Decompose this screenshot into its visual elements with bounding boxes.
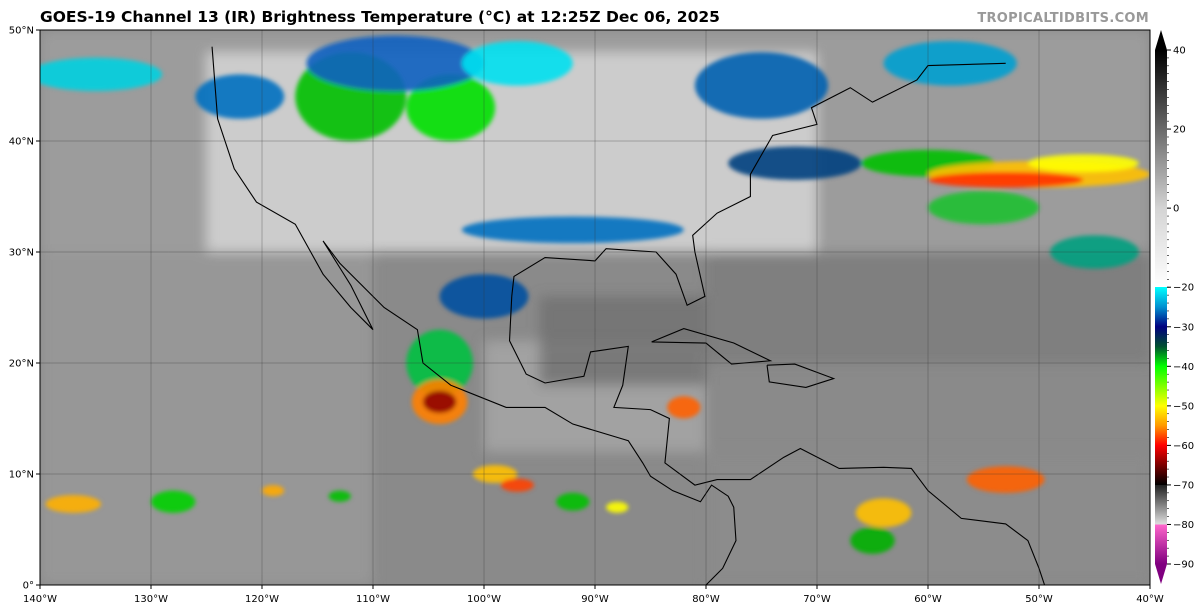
lat-tick-label: 50°N (9, 26, 34, 37)
lon-tick-label: 140°W (23, 594, 57, 605)
lon-tick-label: 80°W (692, 594, 720, 605)
coastline (766, 363, 836, 388)
lat-tick-label: 40°N (9, 137, 34, 148)
lon-tick-label: 50°W (1025, 594, 1053, 605)
cloud-cluster (262, 485, 285, 497)
cloud-cluster (883, 41, 1017, 86)
map-title: GOES-19 Channel 13 (IR) Brightness Tempe… (40, 8, 720, 26)
cloud-cluster (195, 74, 285, 119)
colorbar-tick-label: −90 (1173, 560, 1194, 571)
cloud-cluster (500, 478, 534, 492)
lat-tick-label: 10°N (9, 470, 34, 481)
cloud-cluster (461, 216, 684, 244)
cloud-cluster (1027, 154, 1139, 173)
coastline (211, 46, 737, 585)
colorbar-tick-label: −40 (1173, 362, 1194, 373)
colorbar-tick-label: −80 (1173, 520, 1194, 531)
colorbar-tick-label: −30 (1173, 322, 1194, 333)
colorbar-tick-label: −50 (1173, 401, 1194, 412)
cloud-cluster (606, 501, 629, 513)
lon-tick-label: 110°W (356, 594, 390, 605)
cloud-cluster (694, 52, 829, 119)
colorbar: 40 20 0 −20 −30 −40 −50 −60 −70 −80 −90 (1155, 30, 1194, 584)
credit-watermark: TROPICALTIDBITS.COM (977, 11, 1149, 26)
cloud-cluster (928, 190, 1039, 225)
colorbar-gradient (1155, 50, 1167, 564)
colorbar-tick-label: −70 (1173, 480, 1194, 491)
cloud-cluster (855, 498, 912, 528)
lat-tick-label: 20°N (9, 359, 34, 370)
colorbar-extend-min (1155, 564, 1167, 584)
cloud-cluster (461, 41, 573, 86)
colorbar-tick-label: 0 (1173, 204, 1179, 215)
cloud-cluster (667, 396, 701, 419)
cloud-cluster (556, 492, 590, 511)
lon-tick-label: 60°W (914, 594, 942, 605)
cloud-cluster (728, 146, 862, 180)
lon-tick-label: 40°W (1136, 594, 1164, 605)
cloud-cluster (850, 527, 895, 554)
cloud-cluster (928, 172, 1084, 188)
lon-tick-label: 70°W (803, 594, 831, 605)
lon-tick-label: 100°W (467, 594, 501, 605)
lat-tick-label: 30°N (9, 248, 34, 259)
cloud-cluster (966, 466, 1045, 493)
coastline (511, 62, 1006, 307)
cloud-cluster (151, 490, 196, 513)
colorbar-tick-label: −60 (1173, 441, 1194, 452)
cloud-cluster (406, 74, 496, 141)
colorbar-tick-label: 20 (1173, 125, 1186, 136)
colorbar-extend-max (1155, 30, 1167, 50)
lat-tick-label: 0° (23, 581, 34, 592)
lon-tick-label: 120°W (245, 594, 279, 605)
lon-tick-label: 130°W (134, 594, 168, 605)
gridlines (40, 30, 1150, 585)
colorbar-tick-label: 40 (1173, 46, 1186, 57)
cloud-cluster (328, 490, 351, 502)
cloud-cluster (45, 495, 102, 513)
cloud-cluster (422, 390, 457, 413)
cloud-cluster (306, 35, 485, 92)
cloud-cluster (40, 57, 163, 92)
lon-tick-label: 90°W (581, 594, 609, 605)
colorbar-tick-label: −20 (1173, 283, 1194, 294)
